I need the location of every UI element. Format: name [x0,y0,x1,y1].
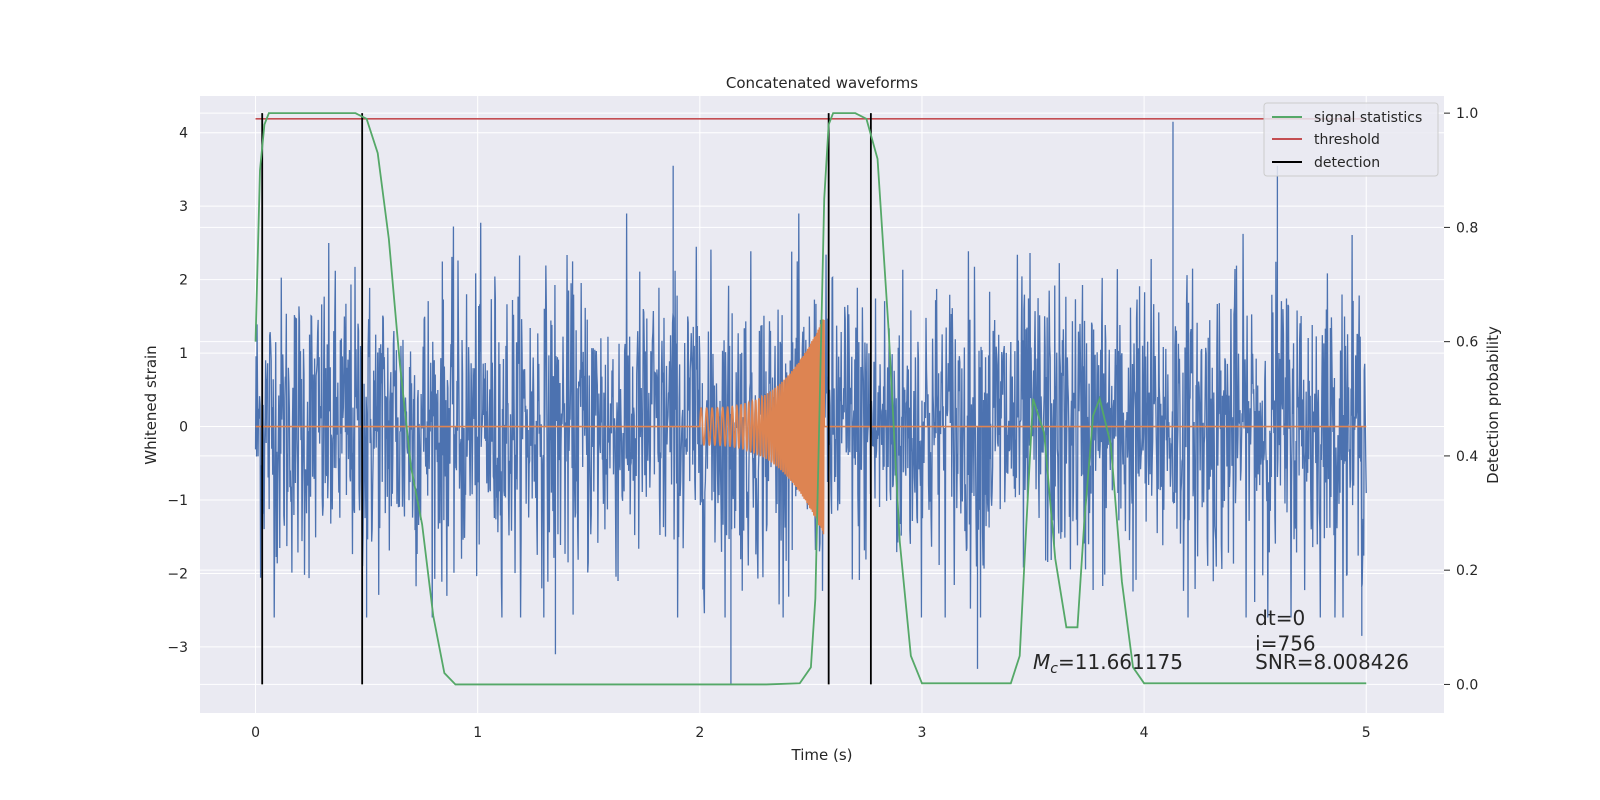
y-right-tick-label: 1.0 [1456,106,1478,122]
y-tick-label: −2 [167,566,188,582]
x-axis-title: Time (s) [791,746,853,764]
y-right-tick-label: 0.0 [1456,677,1478,693]
template-line [255,319,1367,535]
y-tick-label: 1 [179,346,188,362]
chart-title: Concatenated waveforms [726,74,918,92]
y-tick-label: 2 [179,273,188,289]
y-right-tick-label: 0.4 [1456,449,1478,465]
x-tick-label: 3 [918,725,927,741]
legend-label-detection: detection [1314,155,1380,171]
y-right-tick-label: 0.6 [1456,335,1478,351]
y-tick-label: −3 [167,640,188,656]
y-tick-label: 0 [179,420,188,436]
template-series [255,319,1367,535]
x-tick-label: 2 [695,725,704,741]
annotation-text: Mc=11.661175 [1033,650,1183,677]
annotation-text: SNR=8.008426 [1255,650,1409,674]
y-tick-label: 3 [179,199,188,215]
y-right-tick-label: 0.8 [1456,220,1478,236]
annotation-text: dt=0 [1255,606,1305,630]
y-axis-right-title: Detection probability [1484,326,1502,484]
x-tick-label: 0 [251,725,260,741]
legend-box [1263,102,1439,177]
y-right-tick-label: 0.2 [1456,563,1478,579]
y-axis-title: Whitened strain [142,345,160,464]
statistic-series [254,112,1367,686]
x-tick-label: 5 [1362,725,1371,741]
legend-label-threshold: threshold [1314,132,1380,148]
statistic-line [254,112,1367,686]
x-tick-label: 4 [1140,725,1149,741]
x-tick-label: 1 [473,725,482,741]
annotation-text: i=756 [1255,632,1316,656]
ticks: 0 1 2 3 4 5 −3 −2 −1 0 1 2 3 4 0.0 0.2 0.4 0.6 0.8 1.0 [167,106,1478,741]
y-tick-label: 4 [179,126,188,142]
detection-series [261,113,872,685]
y-tick-label: −1 [167,493,188,509]
legend: signal statistics threshold detection [1263,102,1439,177]
legend-label-statistic: signal statistics [1314,110,1422,126]
